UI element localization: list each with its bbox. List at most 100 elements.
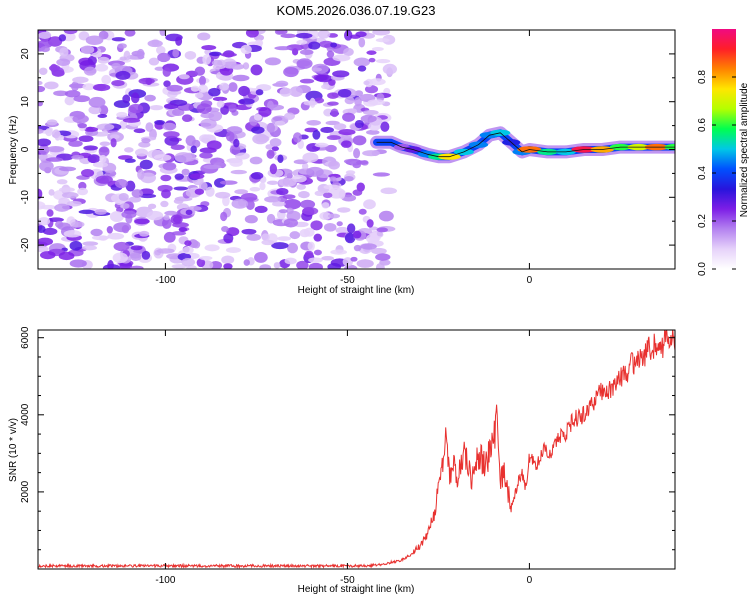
noise-speckle [280, 33, 297, 39]
noise-speckle [202, 54, 212, 65]
noise-speckle [64, 96, 75, 106]
noise-speckle [306, 120, 322, 126]
noise-speckle [319, 211, 331, 221]
noise-speckle [82, 241, 99, 246]
noise-speckle [278, 209, 288, 214]
noise-speckle [342, 257, 354, 267]
noise-speckle [40, 46, 50, 53]
noise-speckle [162, 67, 171, 77]
noise-speckle [91, 235, 110, 241]
noise-speckle [199, 134, 212, 143]
noise-speckle [219, 180, 238, 185]
noise-speckle [94, 63, 109, 72]
spectrogram-plot-area [38, 30, 675, 269]
noise-speckle [326, 135, 341, 141]
noise-speckle [269, 138, 282, 147]
noise-speckle [170, 144, 185, 150]
noise-speckle [319, 40, 334, 48]
noise-speckle [139, 159, 153, 170]
noise-speckle [101, 74, 112, 85]
snr-plot-area [38, 330, 675, 569]
noise-speckle [70, 221, 85, 228]
noise-speckle [124, 30, 136, 37]
noise-speckle [277, 236, 292, 241]
noise-speckle [146, 210, 164, 221]
noise-speckle [249, 187, 261, 192]
noise-speckle [63, 229, 82, 238]
noise-speckle [159, 30, 167, 36]
noise-speckle [45, 157, 64, 162]
noise-speckle [178, 227, 188, 233]
snr-y-tick-label: 4000 [20, 403, 31, 426]
snr-x-tick-label: 0 [527, 575, 533, 586]
noise-speckle [350, 256, 358, 262]
noise-speckle [360, 243, 377, 250]
noise-speckle [190, 85, 200, 92]
noise-speckle [181, 114, 193, 122]
noise-speckle [333, 123, 347, 131]
noise-speckle [46, 145, 65, 153]
noise-speckle [204, 244, 220, 252]
noise-speckle [258, 107, 272, 117]
noise-speckle-layer [38, 30, 398, 269]
noise-speckle [278, 177, 297, 187]
noise-speckle [111, 80, 125, 87]
noise-speckle [353, 244, 362, 252]
snr-line [38, 330, 675, 569]
noise-speckle [116, 111, 128, 118]
noise-speckle [171, 264, 188, 269]
noise-speckle [107, 232, 125, 240]
noise-speckle [160, 200, 169, 208]
noise-speckle [360, 114, 377, 123]
snr-y-tick-label: 6000 [20, 326, 31, 349]
noise-speckle [296, 260, 309, 269]
noise-speckle [304, 250, 314, 258]
noise-speckle [45, 128, 53, 137]
noise-speckle [90, 228, 103, 237]
noise-speckle [192, 241, 201, 249]
noise-speckle [182, 246, 194, 255]
noise-speckle [157, 52, 171, 63]
noise-speckle [356, 182, 365, 192]
noise-speckle [283, 218, 299, 228]
noise-speckle [229, 158, 243, 167]
noise-speckle [81, 245, 97, 251]
noise-speckle [303, 227, 315, 237]
noise-speckle [308, 257, 323, 263]
noise-speckle [330, 249, 348, 255]
noise-speckle [295, 32, 313, 39]
noise-speckle [239, 98, 255, 105]
noise-speckle [68, 140, 83, 147]
colorbar-tick-label: 0.8 [697, 70, 708, 84]
noise-speckle [81, 168, 95, 178]
noise-speckle [212, 96, 228, 102]
noise-speckle [209, 51, 222, 57]
noise-speckle [332, 70, 350, 78]
noise-speckle [368, 78, 386, 86]
noise-speckle [129, 252, 141, 259]
noise-speckle [98, 146, 110, 157]
noise-speckle [63, 30, 78, 35]
noise-speckle [229, 144, 241, 155]
noise-speckle [121, 210, 137, 219]
noise-speckle [375, 253, 391, 261]
noise-speckle [198, 84, 209, 93]
noise-speckle [163, 80, 171, 88]
noise-speckle [88, 96, 106, 108]
noise-speckle [131, 189, 144, 198]
noise-speckle [356, 259, 374, 268]
noise-speckle [48, 217, 64, 223]
noise-speckle [164, 135, 180, 146]
noise-speckle [128, 196, 142, 203]
noise-speckle [266, 149, 275, 159]
noise-speckle [109, 134, 120, 140]
noise-speckle [249, 156, 263, 165]
noise-speckle [97, 113, 108, 118]
noise-speckle [276, 187, 289, 196]
noise-speckle [56, 58, 71, 66]
noise-speckle [329, 176, 337, 182]
noise-speckle [254, 205, 268, 214]
noise-speckle [163, 231, 176, 243]
noise-speckle [313, 233, 323, 242]
noise-speckle [231, 198, 249, 209]
